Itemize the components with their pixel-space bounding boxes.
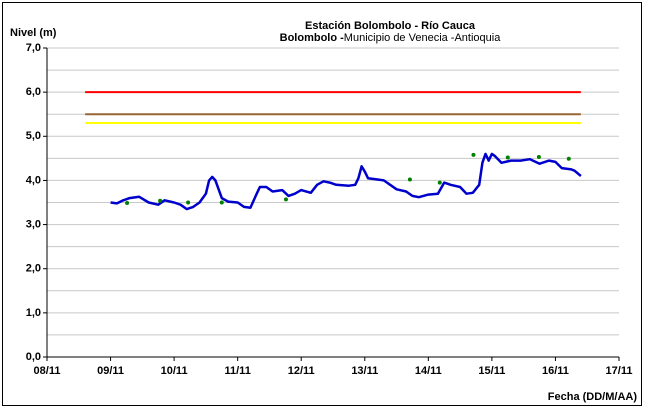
measurement-point xyxy=(125,200,130,205)
y-tick-label: 1,0 xyxy=(26,307,41,319)
measurement-point xyxy=(505,155,510,160)
x-tick-label: 12/11 xyxy=(288,365,315,377)
y-tick-label: 3,0 xyxy=(26,218,41,230)
subtitle-bold: Bolombolo - xyxy=(280,32,344,44)
x-tick-label: 17/11 xyxy=(606,365,633,377)
chart-subtitle: Bolombolo -Municipio de Venecia -Antioqu… xyxy=(280,32,502,44)
x-axis-label: Fecha (DD/M/AA) xyxy=(548,391,638,403)
x-tick-label: 09/11 xyxy=(97,365,124,377)
x-tick-label: 08/11 xyxy=(34,365,61,377)
measurement-point xyxy=(536,155,541,160)
chart-title: Estación Bolombolo - Río Cauca xyxy=(305,20,476,32)
x-tick-label: 14/11 xyxy=(415,365,442,377)
y-tick-label: 4,0 xyxy=(26,174,41,186)
y-axis-label: Nivel (m) xyxy=(10,27,57,39)
x-tick-label: 11/11 xyxy=(225,365,251,377)
y-tick-label: 5,0 xyxy=(26,130,41,142)
measurement-point xyxy=(566,156,571,161)
x-tick-label: 10/11 xyxy=(161,365,188,377)
measurement-point xyxy=(437,180,442,185)
measurement-point xyxy=(158,198,163,203)
level-line xyxy=(110,152,582,211)
measurement-point xyxy=(407,177,412,182)
y-tick-label: 0,0 xyxy=(26,351,41,363)
x-tick-label: 15/11 xyxy=(478,365,505,377)
subtitle: Municipio de Venecia -Antioquia xyxy=(344,32,501,44)
y-tick-label: 7,0 xyxy=(26,42,41,54)
x-tick-label: 13/11 xyxy=(351,365,378,377)
measurement-point xyxy=(186,200,191,205)
y-tick-label: 6,0 xyxy=(26,86,41,98)
x-tick-label: 16/11 xyxy=(542,365,569,377)
measurement-point xyxy=(219,200,224,205)
measurement-point xyxy=(283,197,288,202)
measurement-point xyxy=(471,152,476,157)
y-tick-label: 2,0 xyxy=(26,263,41,275)
